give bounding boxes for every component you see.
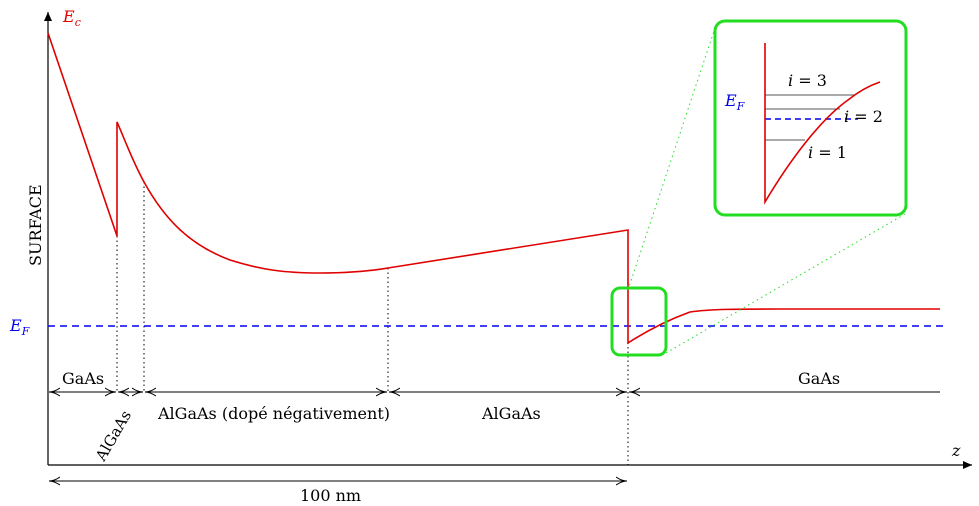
- region-label-algaas-doped: AlGaAs (dopé négativement): [157, 404, 390, 423]
- conduction-band-curve: [47, 32, 940, 345]
- well-highlight-box: [610, 286, 668, 357]
- region-label-gaas-left: GaAs: [62, 369, 104, 388]
- y-axis-label: Ec: [62, 7, 81, 29]
- inset-fermi-label: EF: [724, 91, 745, 113]
- inset-label-i3: i = 3: [788, 71, 827, 90]
- scale-label: 100 nm: [300, 486, 361, 505]
- inset: EF i = 3 i = 2 i = 1: [713, 19, 908, 217]
- region-label-gaas-right: GaAs: [798, 369, 840, 388]
- region-label-algaas: AlGaAs: [481, 404, 541, 423]
- inset-band-curve: [764, 43, 881, 205]
- x-axis-label: z: [951, 441, 961, 460]
- region-label-algaas-thin: AlGaAs: [91, 407, 135, 465]
- inset-label-i1: i = 1: [808, 143, 847, 162]
- surface-label: SURFACE: [26, 184, 45, 266]
- fermi-level-label: EF: [9, 316, 30, 338]
- zoom-connectors: [627, 24, 906, 354]
- inset-box: [713, 19, 908, 217]
- inset-label-i2: i = 2: [844, 107, 883, 126]
- dotted-guides: [116, 182, 629, 465]
